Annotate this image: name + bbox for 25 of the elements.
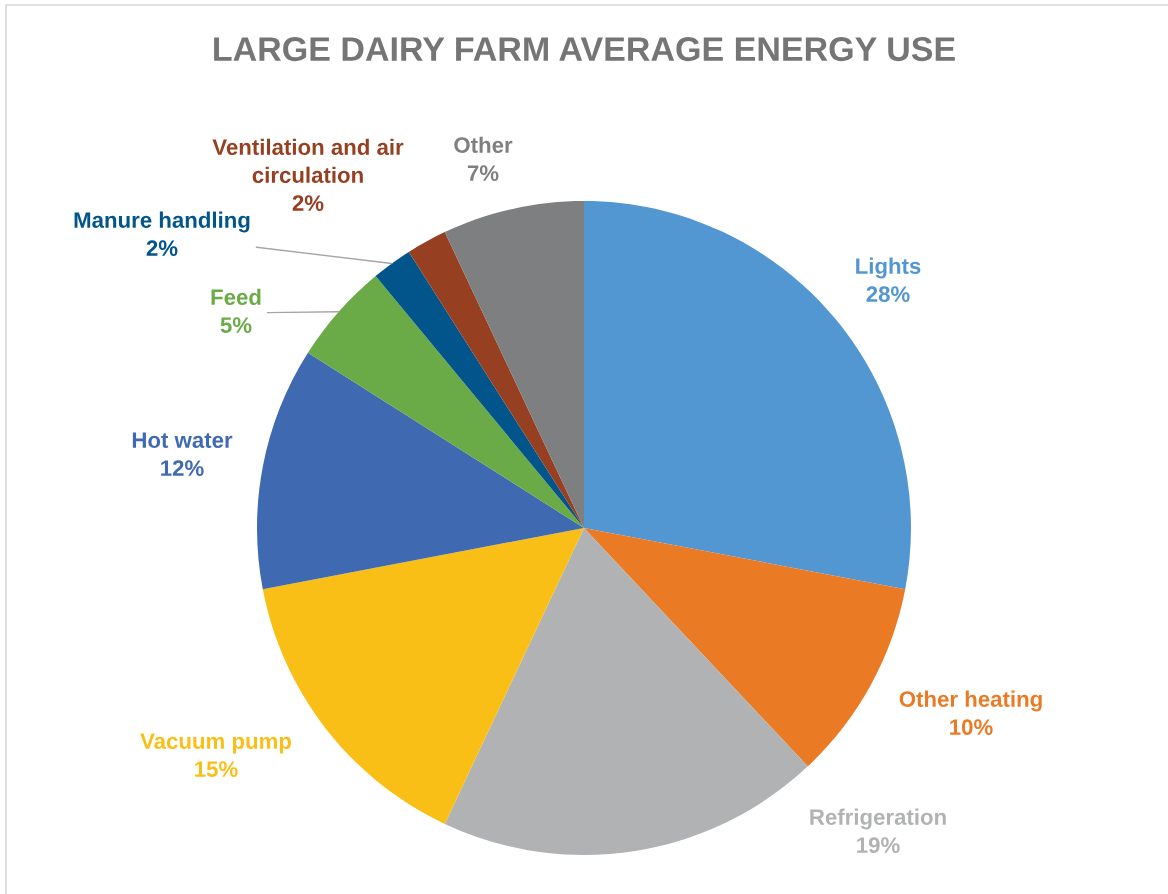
- pie-slice: [444, 201, 584, 528]
- data-label: 12%: [161, 460, 204, 476]
- data-label: 5%: [220, 317, 252, 333]
- slice-label: Refrigeration: [810, 808, 946, 830]
- pie-slice: [257, 352, 584, 590]
- slice-label: Ventilation and air circulation: [212, 138, 404, 183]
- slice-label: Other: [454, 136, 513, 153]
- data-label: 2%: [292, 195, 324, 211]
- slice-label: Lights: [856, 257, 921, 279]
- data-label: 7%: [467, 165, 499, 181]
- data-label: 10%: [950, 719, 993, 735]
- slice-label: Hot water: [132, 432, 233, 448]
- slice-label: Vacuum pump: [140, 733, 292, 754]
- data-label: 28%: [866, 286, 910, 302]
- pie-slice: [375, 251, 584, 528]
- slice-label: Manure handling: [74, 211, 250, 233]
- chart-title: LARGE DAIRY FARM AVERAGE ENERGY USE: [214, 37, 955, 62]
- data-label: 19%: [857, 837, 900, 853]
- data-label: 2%: [146, 240, 178, 256]
- pie-slice: [408, 232, 584, 528]
- data-label: 15%: [195, 761, 238, 777]
- slice-label: Feed: [211, 288, 261, 305]
- pie-slice: [307, 276, 584, 528]
- slice-label: Other heating: [899, 690, 1042, 712]
- pie-slice: [444, 528, 808, 855]
